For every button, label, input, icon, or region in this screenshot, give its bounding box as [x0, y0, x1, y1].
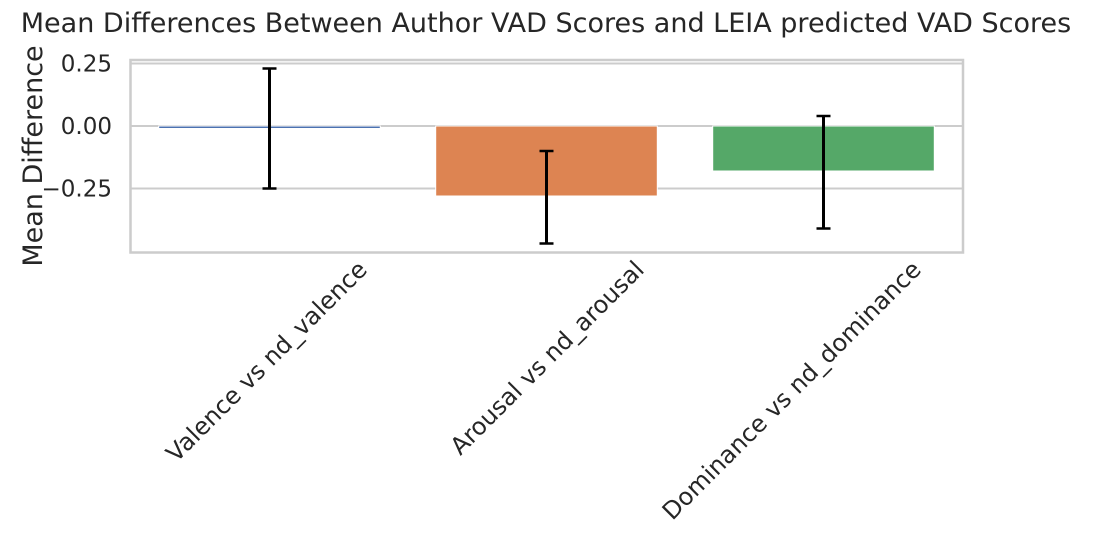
y-tick-label: 0.00	[61, 114, 112, 140]
error-bar-layer	[262, 67, 831, 245]
y-tick-label: −0.25	[42, 177, 112, 203]
y-axis-label: Mean Difference	[18, 45, 49, 266]
chart-title: Mean Differences Between Author VAD Scor…	[21, 8, 1071, 39]
y-tick-layer: 0.25 0.00 −0.25	[42, 52, 112, 203]
y-tick-label: 0.25	[61, 52, 112, 78]
plot-frame	[129, 58, 965, 254]
